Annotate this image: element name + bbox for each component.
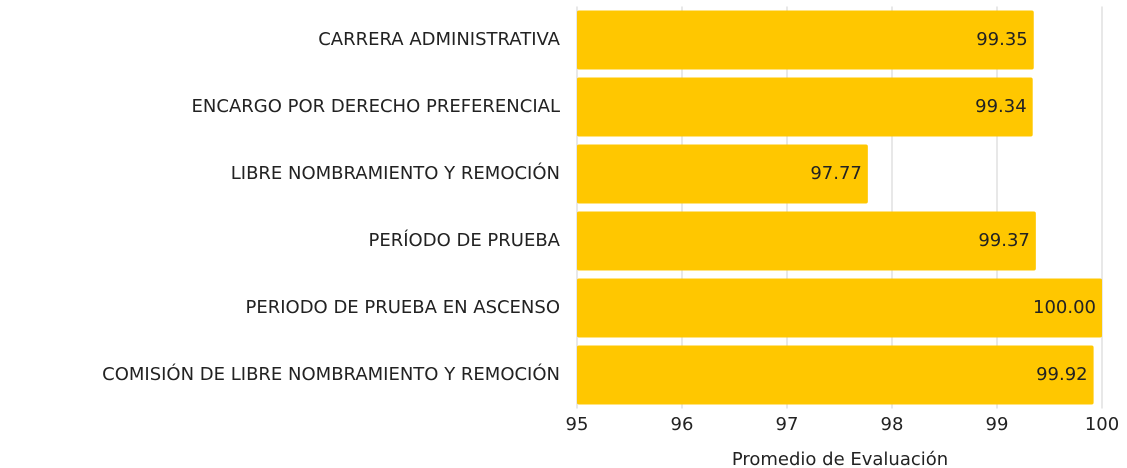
x-tick-label: 96 [671,414,694,435]
y-tick-label: CARRERA ADMINISTRATIVA [318,29,560,50]
y-tick-label: PERÍODO DE PRUEBA [369,229,561,251]
value-label: 99.37 [978,230,1030,251]
bar [577,77,1033,137]
y-tick-label: ENCARGO POR DERECHO PREFERENCIAL [192,96,560,117]
y-tick-label: COMISIÓN DE LIBRE NOMBRAMIENTO Y REMOCIÓ… [102,363,560,385]
bar [577,144,868,204]
y-tick-label: PERIODO DE PRUEBA EN ASCENSO [245,297,560,318]
bar [577,345,1094,405]
bar [577,211,1036,271]
x-axis-title: Promedio de Evaluación [732,449,948,468]
bar [577,10,1034,70]
value-label: 99.34 [975,96,1027,117]
x-tick-label: 95 [566,414,589,435]
bar [577,278,1102,338]
value-label: 97.77 [810,163,862,184]
x-tick-label: 97 [776,414,799,435]
x-tick-label: 100 [1085,414,1119,435]
x-tick-label: 98 [881,414,904,435]
value-label: 100.00 [1033,297,1096,318]
x-tick-label: 99 [986,414,1009,435]
value-label: 99.92 [1036,364,1088,385]
y-tick-label: LIBRE NOMBRAMIENTO Y REMOCIÓN [231,162,560,184]
value-label: 99.35 [976,29,1028,50]
